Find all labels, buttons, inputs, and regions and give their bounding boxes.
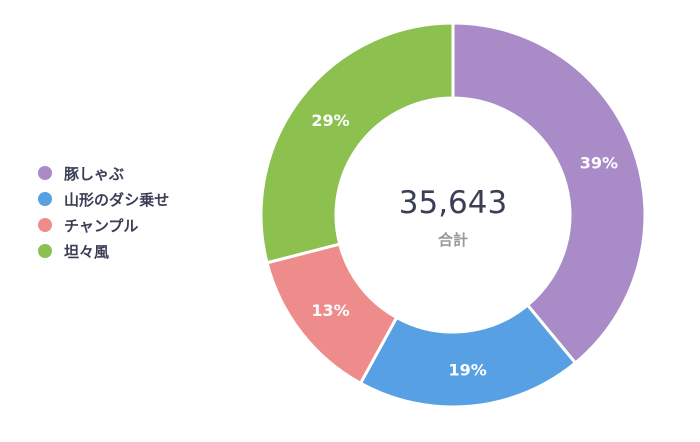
slice-tantan[interactable]	[259, 21, 455, 265]
slice-label-tantan: 29%	[311, 111, 349, 130]
legend-swatch-buta-shabu	[38, 166, 52, 180]
legend-item-champuru[interactable]: チャンプル	[38, 212, 169, 238]
legend-swatch-tantan	[38, 244, 52, 258]
legend-item-yamagata-dashi[interactable]: 山形のダシ乗せ	[38, 186, 169, 212]
legend-label-tantan: 坦々風	[64, 242, 110, 261]
legend-swatch-yamagata-dashi	[38, 192, 52, 206]
legend-label-buta-shabu: 豚しゃぶ	[64, 164, 125, 183]
chart-legend: 豚しゃぶ 山形のダシ乗せ チャンプル 坦々風	[38, 160, 169, 264]
legend-label-yamagata-dashi: 山形のダシ乗せ	[64, 190, 170, 209]
donut-slice-labels: 39% 19% 13% 29%	[311, 111, 618, 379]
legend-item-tantan[interactable]: 坦々風	[38, 238, 169, 264]
legend-swatch-champuru	[38, 218, 52, 232]
legend-item-buta-shabu[interactable]: 豚しゃぶ	[38, 160, 169, 186]
center-total-label: 合計	[437, 231, 468, 249]
slice-label-champuru: 13%	[311, 301, 349, 320]
donut-slices	[259, 21, 647, 409]
slice-buta-shabu[interactable]	[451, 21, 647, 366]
slice-label-yamagata-dashi: 19%	[448, 360, 486, 379]
slice-label-buta-shabu: 39%	[580, 153, 618, 172]
center-total-value: 35,643	[399, 185, 507, 221]
legend-label-champuru: チャンプル	[64, 216, 139, 235]
